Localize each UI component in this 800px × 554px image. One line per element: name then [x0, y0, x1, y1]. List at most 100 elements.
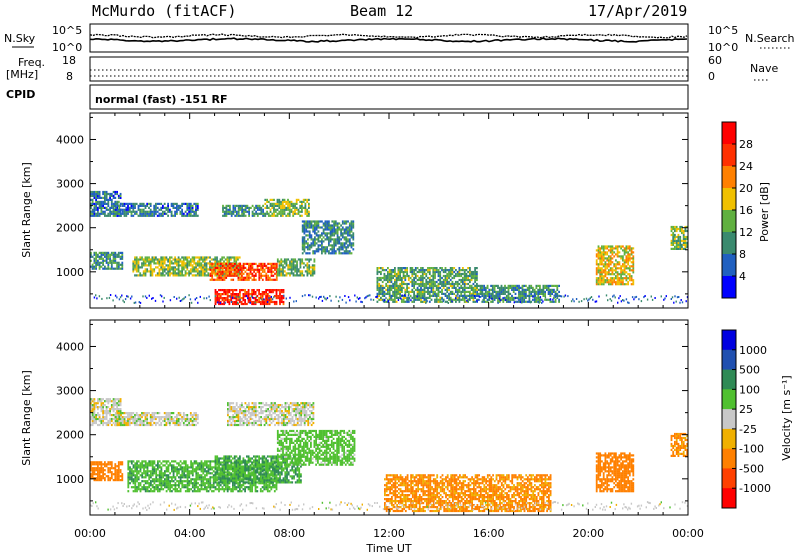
power-cell — [449, 284, 452, 287]
power-cell — [314, 236, 316, 239]
velocity-cell — [116, 414, 119, 417]
power-cell — [105, 267, 108, 270]
power-cell — [376, 269, 379, 272]
velocity-cell — [146, 414, 149, 417]
velocity-cell — [227, 421, 229, 425]
velocity-cell — [310, 406, 313, 409]
power-cell — [189, 264, 192, 267]
nsearch-bottom-tick: 10^0 — [708, 41, 738, 54]
power-cell — [235, 302, 238, 306]
power-cell — [314, 244, 316, 247]
power-cell — [599, 283, 602, 286]
power-cell — [306, 268, 309, 271]
power-cell — [174, 206, 176, 209]
velocity-cell — [261, 412, 264, 415]
power-cell — [684, 243, 687, 246]
power-cell — [306, 200, 309, 203]
power-cell — [599, 259, 602, 262]
velocity-cell — [196, 417, 199, 421]
power-cell — [228, 274, 231, 277]
power-cell — [618, 279, 621, 282]
power-cell — [229, 208, 231, 211]
velocity-cell — [268, 423, 271, 427]
velocity-cell — [130, 416, 133, 419]
power-cell — [138, 301, 140, 304]
power-cell — [411, 288, 414, 291]
power-cell — [223, 300, 226, 304]
power-cell — [105, 208, 108, 211]
velocity-cell — [267, 410, 269, 413]
power-cell — [224, 301, 226, 304]
power-cell — [395, 284, 398, 287]
power-cell — [350, 242, 353, 245]
power-cell — [200, 256, 203, 259]
power-cell — [288, 210, 291, 213]
velocity-cell — [107, 423, 110, 427]
power-cell — [533, 296, 536, 299]
power-cell — [549, 284, 552, 287]
power-cell — [283, 208, 286, 211]
power-cell — [305, 240, 308, 243]
power-cell — [329, 234, 332, 237]
power-cell — [378, 288, 381, 291]
power-cell — [611, 245, 614, 248]
velocity-cell — [293, 419, 296, 423]
velocity-cell — [312, 406, 315, 409]
power-cell — [280, 210, 282, 213]
power-cell — [178, 296, 180, 299]
power-cell — [301, 200, 303, 203]
power-cell — [267, 270, 269, 273]
velocity-cell — [256, 423, 259, 427]
power-cell — [620, 247, 622, 250]
power-cell — [418, 294, 421, 297]
power-cell — [182, 264, 185, 267]
power-cell — [352, 248, 355, 251]
power-cell — [326, 238, 328, 241]
power-cell — [388, 286, 391, 289]
power-cell — [142, 204, 145, 207]
power-cell — [227, 266, 229, 269]
velocity-cell — [303, 423, 306, 427]
velocity-cell — [107, 419, 110, 423]
power-cell — [106, 297, 108, 300]
power-cell — [336, 242, 339, 245]
power-cell — [370, 298, 372, 301]
velocity-cell — [196, 414, 199, 417]
power-cell — [525, 294, 527, 297]
power-cell — [448, 269, 450, 272]
power-cell — [235, 300, 238, 304]
velocity-cell — [267, 423, 269, 427]
power-cell — [404, 274, 407, 278]
power-cell — [608, 261, 610, 264]
power-cell — [163, 260, 166, 263]
power-cell — [110, 267, 113, 270]
power-cell — [110, 210, 113, 213]
power-cell — [605, 294, 608, 297]
power-cell — [441, 288, 443, 291]
power-cell — [376, 288, 379, 291]
power-cell — [481, 284, 484, 287]
power-cell — [263, 293, 266, 296]
power-cell — [253, 212, 256, 215]
power-cell — [217, 272, 220, 275]
power-cell — [195, 262, 197, 265]
velocity-cell — [295, 410, 297, 413]
power-cell — [305, 230, 308, 233]
power-cell — [273, 300, 276, 304]
power-cell — [294, 208, 296, 211]
velocity-cell — [116, 417, 119, 421]
power-cell — [414, 296, 417, 299]
velocity-cell — [288, 408, 290, 411]
velocity-cell — [232, 414, 235, 417]
power-cell — [456, 292, 459, 295]
power-cell — [177, 270, 180, 273]
power-cell — [345, 246, 348, 249]
power-cell — [158, 274, 161, 277]
velocity-cell — [277, 406, 280, 409]
nsky-panel — [89, 23, 689, 53]
power-cell — [447, 302, 449, 304]
power-cell — [456, 296, 459, 299]
power-cell — [326, 248, 328, 251]
power-cell — [91, 267, 94, 270]
power-cell — [266, 289, 269, 292]
